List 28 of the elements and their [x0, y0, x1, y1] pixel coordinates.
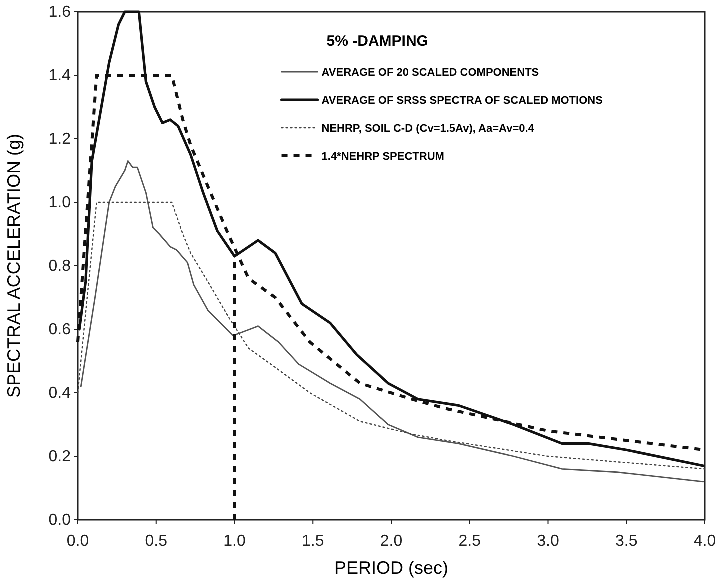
legend-label: AVERAGE OF SRSS SPECTRA OF SCALED MOTIONS [322, 95, 603, 107]
y-tick-label: 0.0 [48, 512, 72, 530]
line-series [77, 202, 706, 470]
legend-title: 5% -DAMPING [326, 33, 428, 50]
y-axis-title: SPECTRAL ACCELERATION (g) [4, 134, 24, 398]
y-tick-label: 1.4 [48, 68, 72, 85]
x-tick-label: 3.0 [537, 533, 560, 550]
x-axis-title: PERIOD (sec) [334, 558, 449, 578]
x-tick-label: 4.0 [694, 533, 716, 550]
line-series [78, 10, 705, 468]
line-series [80, 160, 704, 483]
x-tick-label: 0.5 [145, 533, 168, 550]
y-tick-label: 1.6 [48, 4, 72, 22]
x-tick-label: 2.5 [458, 533, 482, 550]
y-tick-label: 0.2 [48, 448, 72, 466]
x-tick-label: 0.0 [66, 533, 90, 550]
y-tick-label: 1.2 [48, 131, 72, 148]
y-tick-label: 0.6 [48, 322, 72, 339]
y-tick-label: 0.8 [48, 258, 72, 276]
x-tick-label: 2.0 [380, 533, 403, 550]
y-tick-label: 0.4 [48, 385, 72, 402]
legend-label: 1.4*NEHRP SPECTRUM [322, 151, 444, 163]
y-tick-label: 1.0 [48, 194, 72, 212]
x-tick-label: 3.5 [616, 533, 638, 550]
x-tick-label: 1.5 [302, 533, 324, 550]
legend-label: NEHRP, SOIL C-D (Cv=1.5Av), Aa=Av=0.4 [322, 123, 536, 135]
x-tick-label: 1.0 [224, 533, 246, 550]
legend-label: AVERAGE OF 20 SCALED COMPONENTS [322, 67, 540, 79]
